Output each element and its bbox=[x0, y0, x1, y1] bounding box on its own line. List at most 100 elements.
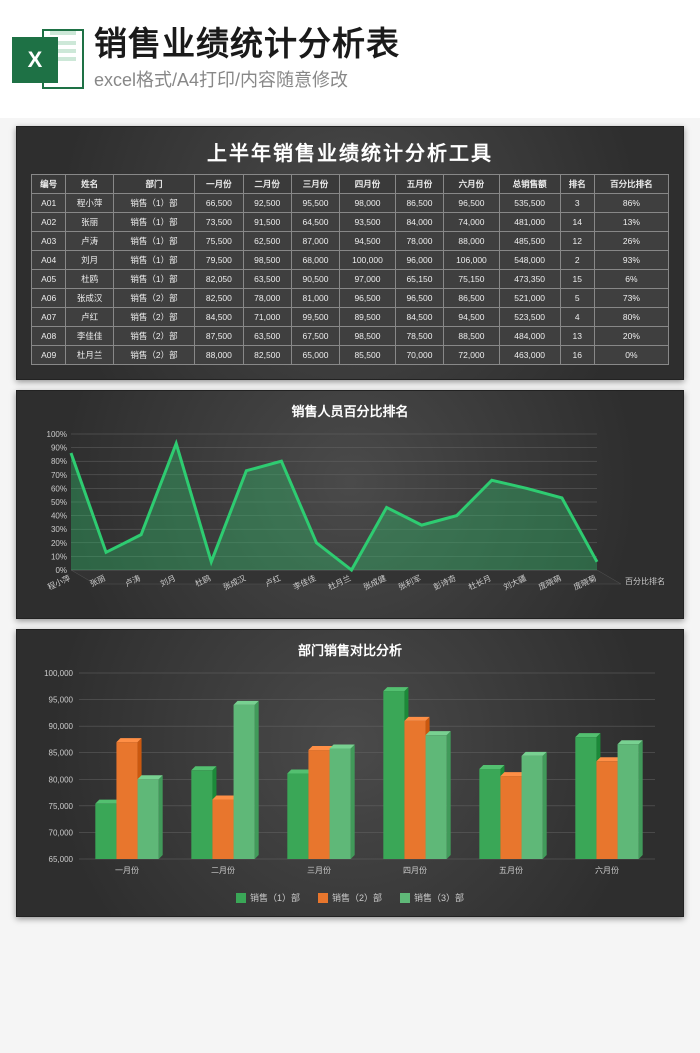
table-cell: 79,500 bbox=[195, 251, 243, 270]
table-header-cell: 六月份 bbox=[444, 175, 500, 194]
table-header-cell: 二月份 bbox=[243, 175, 291, 194]
table-header-cell: 排名 bbox=[560, 175, 594, 194]
table-header-cell: 五月份 bbox=[395, 175, 443, 194]
table-cell: 91,500 bbox=[243, 213, 291, 232]
table-cell: 26% bbox=[594, 232, 668, 251]
svg-text:60%: 60% bbox=[51, 484, 67, 493]
header-subtitle: excel格式/A4打印/内容随意修改 bbox=[94, 66, 688, 92]
table-cell: 杜月兰 bbox=[66, 346, 114, 365]
table-row: A03卢涛销售（1）部75,50062,50087,00094,50078,00… bbox=[32, 232, 669, 251]
table-cell: 85,500 bbox=[340, 346, 396, 365]
table-cell: 62,500 bbox=[243, 232, 291, 251]
table-cell: 63,500 bbox=[243, 270, 291, 289]
page-header: X 销售业绩统计分析表 excel格式/A4打印/内容随意修改 bbox=[0, 0, 700, 118]
table-row: A04刘月销售（1）部79,50098,50068,000100,00096,0… bbox=[32, 251, 669, 270]
table-cell: 523,500 bbox=[499, 308, 560, 327]
table-cell: 82,500 bbox=[243, 346, 291, 365]
table-row: A06张成汉销售（2）部82,50078,00081,00096,50096,5… bbox=[32, 289, 669, 308]
table-cell: 13% bbox=[594, 213, 668, 232]
table-cell: 98,500 bbox=[340, 327, 396, 346]
legend-item: 销售（2）部 bbox=[318, 891, 382, 904]
bar-chart-block: 部门销售对比分析 65,00070,00075,00080,00085,0009… bbox=[16, 629, 684, 917]
table-cell: A07 bbox=[32, 308, 66, 327]
table-cell: 刘月 bbox=[66, 251, 114, 270]
table-cell: 88,500 bbox=[444, 327, 500, 346]
svg-text:程小萍: 程小萍 bbox=[46, 573, 72, 592]
bar-chart-title: 部门销售对比分析 bbox=[31, 640, 669, 659]
table-cell: 12 bbox=[560, 232, 594, 251]
table-cell: 93,500 bbox=[340, 213, 396, 232]
table-cell: 2 bbox=[560, 251, 594, 270]
table-cell: 75,500 bbox=[195, 232, 243, 251]
table-cell: 78,500 bbox=[395, 327, 443, 346]
table-cell: 6% bbox=[594, 270, 668, 289]
table-cell: 86% bbox=[594, 194, 668, 213]
table-cell: 82,050 bbox=[195, 270, 243, 289]
table-cell: 0% bbox=[594, 346, 668, 365]
table-cell: 98,000 bbox=[340, 194, 396, 213]
table-cell: A02 bbox=[32, 213, 66, 232]
table-header-cell: 部门 bbox=[113, 175, 194, 194]
table-cell: 75,150 bbox=[444, 270, 500, 289]
svg-text:100%: 100% bbox=[47, 430, 67, 439]
table-cell: 68,000 bbox=[291, 251, 339, 270]
table-cell: 5 bbox=[560, 289, 594, 308]
table-cell: A04 bbox=[32, 251, 66, 270]
table-cell: 销售（2）部 bbox=[113, 289, 194, 308]
table-cell: 70,000 bbox=[395, 346, 443, 365]
svg-text:70%: 70% bbox=[51, 471, 67, 480]
table-cell: 96,500 bbox=[395, 289, 443, 308]
svg-text:30%: 30% bbox=[51, 525, 67, 534]
table-cell: 74,000 bbox=[444, 213, 500, 232]
svg-text:80%: 80% bbox=[51, 457, 67, 466]
svg-text:四月份: 四月份 bbox=[403, 865, 427, 875]
table-cell: 548,000 bbox=[499, 251, 560, 270]
line-chart-title: 销售人员百分比排名 bbox=[31, 401, 669, 420]
line-chart-block: 销售人员百分比排名 0%10%20%30%40%50%60%70%80%90%1… bbox=[16, 390, 684, 619]
table-cell: 3 bbox=[560, 194, 594, 213]
table-cell: A06 bbox=[32, 289, 66, 308]
table-row: A09杜月兰销售（2）部88,00082,50065,00085,50070,0… bbox=[32, 346, 669, 365]
table-cell: 521,000 bbox=[499, 289, 560, 308]
table-cell: 13 bbox=[560, 327, 594, 346]
table-cell: 96,000 bbox=[395, 251, 443, 270]
table-cell: 卢涛 bbox=[66, 232, 114, 251]
table-cell: 80% bbox=[594, 308, 668, 327]
header-text: 销售业绩统计分析表 excel格式/A4打印/内容随意修改 bbox=[94, 26, 688, 92]
table-cell: 94,500 bbox=[444, 308, 500, 327]
table-cell: A01 bbox=[32, 194, 66, 213]
legend-item: 销售（1）部 bbox=[236, 891, 300, 904]
table-cell: 销售（1）部 bbox=[113, 270, 194, 289]
data-sheet: 上半年销售业绩统计分析工具 编号姓名部门一月份二月份三月份四月份五月份六月份总销… bbox=[16, 126, 684, 380]
svg-text:85,000: 85,000 bbox=[49, 749, 74, 758]
svg-text:三月份: 三月份 bbox=[307, 865, 331, 875]
sales-table: 编号姓名部门一月份二月份三月份四月份五月份六月份总销售额排名百分比排名 A01程… bbox=[31, 174, 669, 365]
bar-chart: 65,00070,00075,00080,00085,00090,00095,0… bbox=[31, 665, 667, 885]
table-cell: 15 bbox=[560, 270, 594, 289]
table-cell: 销售（1）部 bbox=[113, 194, 194, 213]
header-title: 销售业绩统计分析表 bbox=[94, 26, 688, 62]
table-cell: 92,500 bbox=[243, 194, 291, 213]
svg-text:75,000: 75,000 bbox=[49, 802, 74, 811]
svg-text:一月份: 一月份 bbox=[115, 865, 139, 875]
table-cell: 销售（2）部 bbox=[113, 308, 194, 327]
svg-text:50%: 50% bbox=[51, 498, 67, 507]
table-cell: 程小萍 bbox=[66, 194, 114, 213]
table-cell: 97,000 bbox=[340, 270, 396, 289]
table-cell: 杜鸥 bbox=[66, 270, 114, 289]
table-cell: 82,500 bbox=[195, 289, 243, 308]
table-cell: 86,500 bbox=[395, 194, 443, 213]
line-chart: 0%10%20%30%40%50%60%70%80%90%100%程小萍张丽卢涛… bbox=[31, 426, 667, 606]
svg-text:70,000: 70,000 bbox=[49, 828, 74, 837]
table-cell: 16 bbox=[560, 346, 594, 365]
table-cell: 73,500 bbox=[195, 213, 243, 232]
table-cell: 96,500 bbox=[340, 289, 396, 308]
table-cell: 484,000 bbox=[499, 327, 560, 346]
table-cell: 485,500 bbox=[499, 232, 560, 251]
table-cell: 78,000 bbox=[243, 289, 291, 308]
excel-icon: X bbox=[12, 23, 84, 95]
table-cell: 63,500 bbox=[243, 327, 291, 346]
table-cell: A03 bbox=[32, 232, 66, 251]
bar-chart-legend: 销售（1）部销售（2）部销售（3）部 bbox=[31, 891, 669, 904]
table-cell: 4 bbox=[560, 308, 594, 327]
